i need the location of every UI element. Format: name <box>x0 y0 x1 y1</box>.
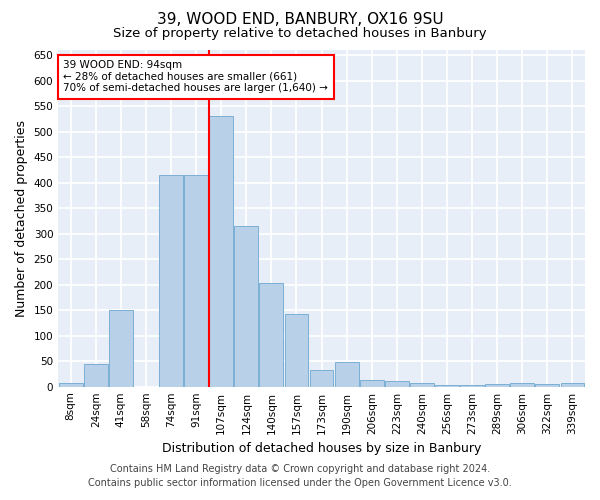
Bar <box>385 380 409 386</box>
Bar <box>360 380 383 386</box>
Bar <box>84 364 108 386</box>
Bar <box>259 283 283 387</box>
Bar <box>410 382 434 386</box>
Bar <box>511 383 534 386</box>
Text: 39 WOOD END: 94sqm
← 28% of detached houses are smaller (661)
70% of semi-detach: 39 WOOD END: 94sqm ← 28% of detached hou… <box>64 60 328 94</box>
Bar <box>435 384 459 386</box>
Bar <box>184 175 208 386</box>
Text: Size of property relative to detached houses in Banbury: Size of property relative to detached ho… <box>113 28 487 40</box>
Text: 39, WOOD END, BANBURY, OX16 9SU: 39, WOOD END, BANBURY, OX16 9SU <box>157 12 443 28</box>
Bar <box>310 370 334 386</box>
Bar <box>59 383 83 386</box>
Bar <box>335 362 359 386</box>
Bar <box>560 383 584 386</box>
Bar <box>535 384 559 386</box>
Bar <box>284 314 308 386</box>
Bar <box>485 384 509 386</box>
Y-axis label: Number of detached properties: Number of detached properties <box>15 120 28 317</box>
Bar <box>235 226 258 386</box>
Bar <box>159 175 183 386</box>
Text: Contains HM Land Registry data © Crown copyright and database right 2024.
Contai: Contains HM Land Registry data © Crown c… <box>88 464 512 487</box>
Bar <box>209 116 233 386</box>
X-axis label: Distribution of detached houses by size in Banbury: Distribution of detached houses by size … <box>162 442 481 455</box>
Bar <box>460 385 484 386</box>
Bar <box>109 310 133 386</box>
